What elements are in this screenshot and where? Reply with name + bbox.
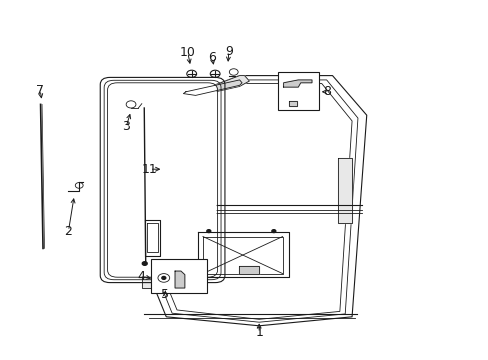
Circle shape bbox=[271, 230, 275, 233]
Polygon shape bbox=[144, 220, 160, 256]
Polygon shape bbox=[142, 76, 366, 326]
Text: 3: 3 bbox=[122, 120, 130, 133]
Bar bbox=[150, 259, 206, 293]
Text: 1: 1 bbox=[255, 327, 263, 339]
Text: 6: 6 bbox=[208, 51, 216, 64]
Text: 10: 10 bbox=[180, 46, 195, 59]
Bar bbox=[277, 72, 319, 110]
Polygon shape bbox=[142, 166, 151, 288]
Polygon shape bbox=[173, 76, 249, 101]
Polygon shape bbox=[198, 232, 288, 277]
FancyBboxPatch shape bbox=[108, 84, 216, 276]
Polygon shape bbox=[183, 80, 242, 95]
Circle shape bbox=[162, 276, 165, 279]
Polygon shape bbox=[175, 271, 184, 288]
Circle shape bbox=[206, 230, 210, 233]
Polygon shape bbox=[338, 158, 351, 223]
Text: 7: 7 bbox=[36, 84, 44, 96]
Text: 5: 5 bbox=[161, 288, 169, 301]
Polygon shape bbox=[283, 80, 311, 87]
Text: 11: 11 bbox=[142, 163, 157, 176]
Polygon shape bbox=[288, 101, 297, 106]
Text: 9: 9 bbox=[224, 45, 232, 58]
Text: 4: 4 bbox=[138, 270, 145, 283]
Text: 2: 2 bbox=[64, 225, 72, 238]
Circle shape bbox=[142, 262, 147, 265]
Polygon shape bbox=[238, 266, 259, 274]
Text: 8: 8 bbox=[322, 85, 330, 98]
